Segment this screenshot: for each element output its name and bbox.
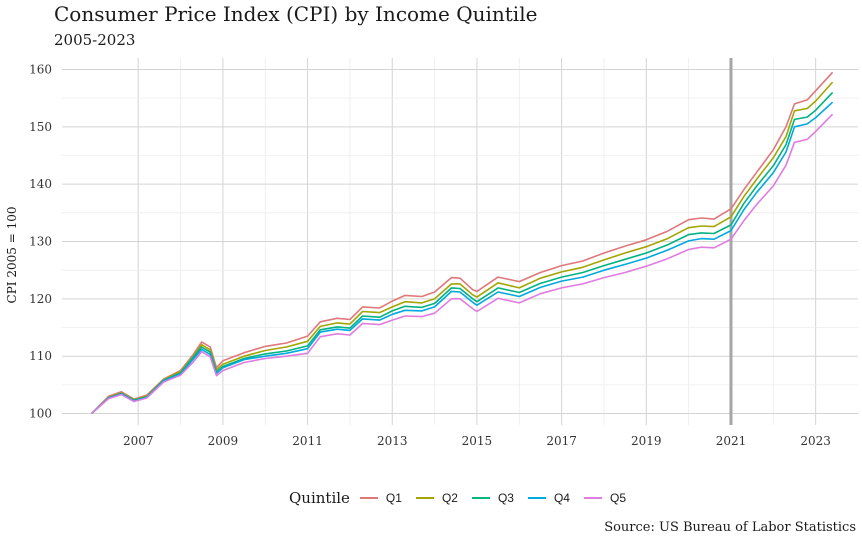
y-tick-label: 140	[29, 177, 52, 191]
legend-swatch	[527, 497, 546, 499]
series-line-q1	[91, 71, 834, 415]
x-tick-label: 2009	[208, 434, 239, 448]
y-tick-label: 130	[29, 235, 52, 249]
y-tick-label: 100	[29, 407, 52, 421]
legend-label: Q3	[497, 491, 514, 505]
legend-item-q1: Q1	[359, 491, 402, 505]
legend-swatch	[415, 497, 434, 499]
source-caption: Source: US Bureau of Labor Statistics	[604, 520, 856, 535]
x-tick-label: 2015	[462, 434, 493, 448]
legend-item-q2: Q2	[415, 491, 458, 505]
x-tick-label: 2011	[292, 434, 323, 448]
series-line-q5	[91, 113, 834, 415]
x-tick-label: 2023	[800, 434, 831, 448]
x-tick-label: 2017	[546, 434, 577, 448]
legend-item-q4: Q4	[527, 491, 570, 505]
series-line-q3	[91, 91, 834, 415]
legend-swatch	[583, 497, 602, 499]
x-tick-label: 2013	[377, 434, 408, 448]
legend: Quintile Q1 Q2 Q3 Q4 Q5	[289, 489, 640, 507]
legend-swatch	[359, 497, 378, 499]
legend-label: Q5	[609, 491, 626, 505]
legend-item-q5: Q5	[583, 491, 626, 505]
chart-subtitle: 2005-2023	[54, 31, 136, 49]
x-tick-label: 2021	[716, 434, 747, 448]
y-tick-label: 110	[29, 349, 52, 363]
legend-label: Q4	[553, 491, 570, 505]
y-tick-label: 120	[29, 292, 52, 306]
legend-label: Q2	[441, 491, 458, 505]
legend-label: Q1	[385, 491, 402, 505]
y-tick-label: 160	[29, 62, 52, 76]
series-line-q4	[91, 101, 834, 415]
y-tick-label: 150	[29, 120, 52, 134]
x-tick-label: 2019	[631, 434, 662, 448]
chart-title: Consumer Price Index (CPI) by Income Qui…	[54, 2, 538, 26]
legend-item-q3: Q3	[471, 491, 514, 505]
legend-swatch	[471, 497, 490, 499]
series-line-q2	[91, 81, 834, 415]
legend-title: Quintile	[289, 489, 350, 507]
x-tick-label: 2007	[123, 434, 154, 448]
